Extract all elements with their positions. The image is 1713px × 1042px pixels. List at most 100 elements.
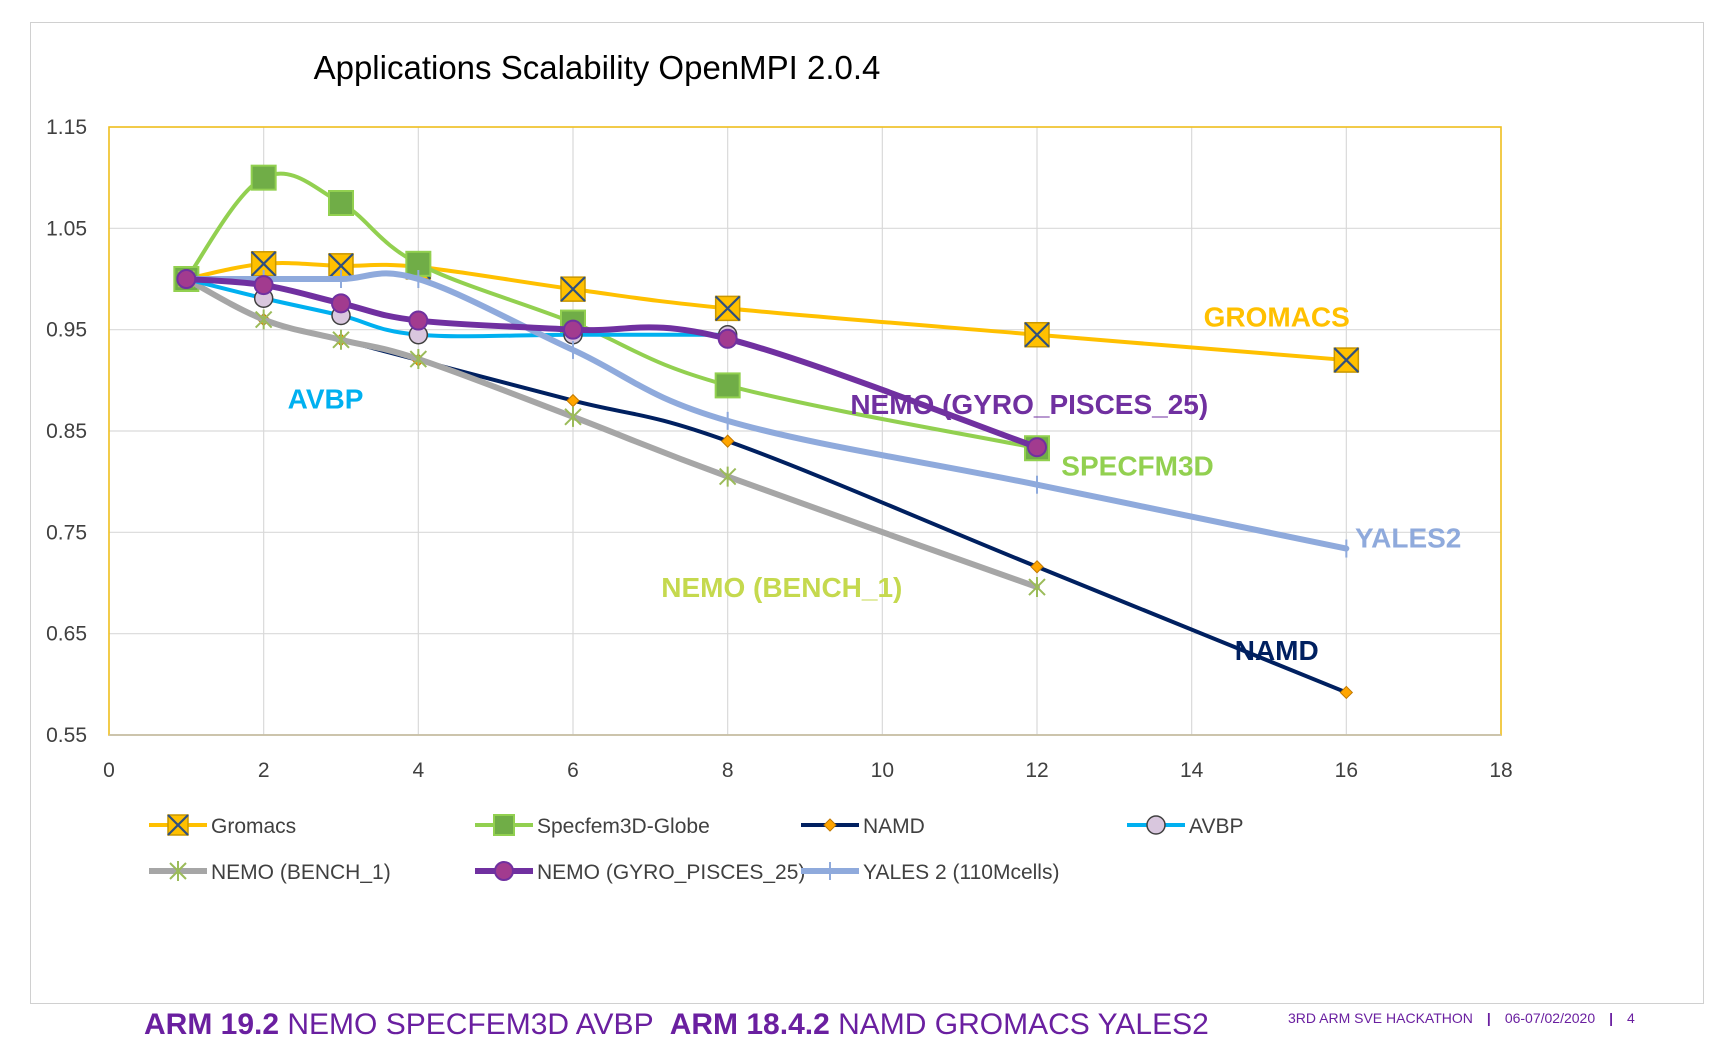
y-tick-label: 0.75 <box>46 521 87 544</box>
annotation-label: AVBP <box>288 384 364 415</box>
slide-footer: ARM 19.2 NEMO SPECFEM3D AVBP ARM 18.4.2 … <box>0 1002 1713 1042</box>
x-tick-label: 8 <box>722 759 734 782</box>
data-point <box>494 861 514 881</box>
x-tick-label: 14 <box>1180 759 1204 782</box>
data-point-circle <box>1146 815 1166 835</box>
footer-page-number: 4 <box>1627 1010 1635 1026</box>
series-nemo-bench-1- <box>177 269 1046 598</box>
legend-label: YALES 2 (110Mcells) <box>863 861 1059 884</box>
legend-item: YALES 2 (110Mcells) <box>801 861 1059 884</box>
data-point-cross <box>250 251 277 277</box>
legend-item: Specfem3D-Globe <box>475 814 710 838</box>
data-point-diamond <box>1339 685 1354 700</box>
legend-label: AVBP <box>1189 815 1243 838</box>
data-point <box>720 434 735 448</box>
data-point-cross <box>1333 347 1360 373</box>
legend-label: NAMD <box>863 815 925 838</box>
data-point <box>718 466 737 487</box>
data-point-cross <box>560 276 586 302</box>
data-point <box>564 406 582 427</box>
data-point <box>823 818 837 832</box>
series-nemo-gyro-pisces-25- <box>176 269 1047 458</box>
data-point <box>714 295 741 322</box>
annotation-label: SPECFM3D <box>1061 451 1213 482</box>
data-point <box>493 814 515 836</box>
y-tick-label: 0.95 <box>46 319 87 342</box>
y-tick-label: 1.15 <box>46 116 87 139</box>
data-point-box <box>493 814 515 836</box>
data-point-diamond <box>720 434 735 448</box>
x-tick-label: 4 <box>412 759 424 782</box>
footer-event: 3RD ARM SVE HACKATHON <box>1288 1010 1473 1026</box>
legend-item: NAMD <box>801 815 925 838</box>
series-line <box>184 277 1349 695</box>
x-tick-label: 0 <box>103 759 115 782</box>
data-point-circle <box>408 310 429 331</box>
data-point-star <box>254 309 273 330</box>
data-point <box>250 164 277 191</box>
data-point <box>332 329 350 350</box>
x-tick-label: 10 <box>871 759 894 782</box>
legend-item: NEMO (GYRO_PISCES_25) <box>475 861 805 884</box>
data-point <box>167 814 189 836</box>
data-point <box>563 319 583 340</box>
data-point-box <box>328 190 354 216</box>
footer-arm1: ARM 19.2 <box>144 1008 280 1041</box>
legend-label: NEMO (BENCH_1) <box>211 861 391 884</box>
footer-event-info: 3RD ARM SVE HACKATHON | 06-07/02/2020 | 4 <box>1288 1010 1635 1026</box>
data-point <box>1146 815 1166 835</box>
annotation-label: NAMD <box>1235 635 1319 666</box>
data-point-star <box>332 329 350 350</box>
data-point-box <box>714 372 741 399</box>
footer-date: 06-07/02/2020 <box>1504 1010 1596 1026</box>
data-point-circle <box>494 861 514 881</box>
data-point-box <box>250 164 277 191</box>
data-point-circle <box>717 328 738 349</box>
series-gromacs <box>173 251 1360 373</box>
data-point <box>1339 685 1354 700</box>
data-point-diamond <box>1030 560 1044 574</box>
annotation-label: NEMO (BENCH_1) <box>661 572 902 603</box>
chart-title: Applications Scalability OpenMPI 2.0.4 <box>314 49 881 86</box>
legend-label: Specfem3D-Globe <box>537 815 710 838</box>
x-tick-label: 2 <box>258 759 270 782</box>
series-line <box>184 261 1349 363</box>
x-tick-label: 6 <box>567 759 579 782</box>
y-tick-label: 0.55 <box>46 724 87 747</box>
scalability-line-chart: Applications Scalability OpenMPI 2.0.4 0 2… <box>46 49 1513 884</box>
x-tick-label: 16 <box>1335 759 1358 782</box>
data-point <box>331 293 351 314</box>
data-point <box>717 328 738 349</box>
data-point <box>1333 347 1360 373</box>
data-point <box>1030 560 1044 574</box>
data-point-circle <box>253 275 274 296</box>
series-namd <box>179 272 1354 700</box>
data-point-star <box>564 406 582 427</box>
y-tick-label: 0.65 <box>46 623 87 646</box>
x-tick-label: 18 <box>1489 759 1512 782</box>
data-point-cross <box>328 253 354 279</box>
annotation-label: YALES2 <box>1355 523 1461 554</box>
data-point-star <box>409 349 428 370</box>
footer-apps2: NAMD GROMACS YALES2 <box>829 1008 1209 1041</box>
data-point-circle <box>331 293 351 314</box>
data-point <box>714 372 741 399</box>
data-point-star <box>1028 577 1046 598</box>
chart-frame: Applications Scalability OpenMPI 2.0.4 0 2… <box>30 22 1704 1004</box>
footer-arm2: ARM 18.4.2 <box>669 1008 830 1041</box>
legend-label: Gromacs <box>211 815 296 838</box>
footer-versions: ARM 19.2 NEMO SPECFEM3D AVBP ARM 18.4.2 … <box>144 1008 1209 1042</box>
y-tick-label: 0.85 <box>46 420 87 443</box>
footer-separator-1: | <box>1486 1010 1491 1026</box>
data-point <box>328 190 354 216</box>
data-point-cross <box>167 814 189 836</box>
legend-item: AVBP <box>1127 815 1243 838</box>
data-point <box>560 276 586 302</box>
series-line <box>183 276 1040 591</box>
series-line <box>183 276 1040 451</box>
data-point-diamond <box>566 393 580 408</box>
data-point <box>1024 321 1050 348</box>
data-point <box>408 310 429 331</box>
data-point <box>176 269 197 289</box>
data-point-cross <box>1024 321 1050 348</box>
